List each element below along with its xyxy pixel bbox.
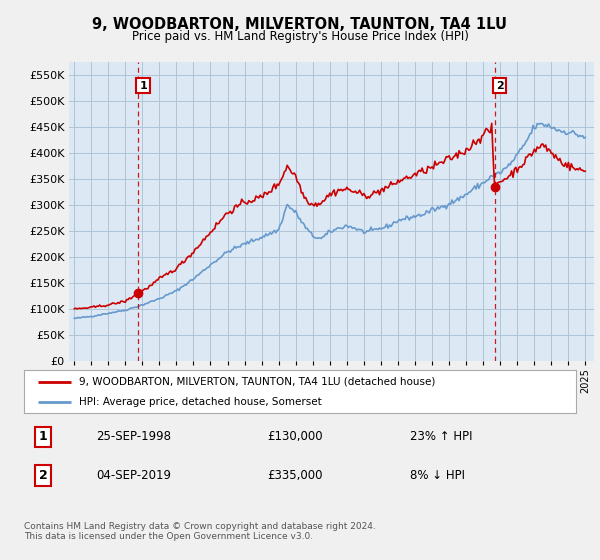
Text: 9, WOODBARTON, MILVERTON, TAUNTON, TA4 1LU: 9, WOODBARTON, MILVERTON, TAUNTON, TA4 1… bbox=[92, 17, 508, 32]
Text: 1: 1 bbox=[139, 81, 147, 91]
Text: 04-SEP-2019: 04-SEP-2019 bbox=[96, 469, 171, 482]
Text: 9, WOODBARTON, MILVERTON, TAUNTON, TA4 1LU (detached house): 9, WOODBARTON, MILVERTON, TAUNTON, TA4 1… bbox=[79, 377, 436, 387]
Text: 25-SEP-1998: 25-SEP-1998 bbox=[96, 431, 171, 444]
Text: 23% ↑ HPI: 23% ↑ HPI bbox=[410, 431, 473, 444]
Text: £130,000: £130,000 bbox=[267, 431, 323, 444]
Text: 8% ↓ HPI: 8% ↓ HPI bbox=[410, 469, 466, 482]
Text: Price paid vs. HM Land Registry's House Price Index (HPI): Price paid vs. HM Land Registry's House … bbox=[131, 30, 469, 44]
Text: HPI: Average price, detached house, Somerset: HPI: Average price, detached house, Some… bbox=[79, 398, 322, 407]
Text: 2: 2 bbox=[496, 81, 503, 91]
Text: 1: 1 bbox=[39, 431, 47, 444]
Text: 2: 2 bbox=[39, 469, 47, 482]
Text: £335,000: £335,000 bbox=[267, 469, 322, 482]
Text: Contains HM Land Registry data © Crown copyright and database right 2024.
This d: Contains HM Land Registry data © Crown c… bbox=[24, 522, 376, 542]
